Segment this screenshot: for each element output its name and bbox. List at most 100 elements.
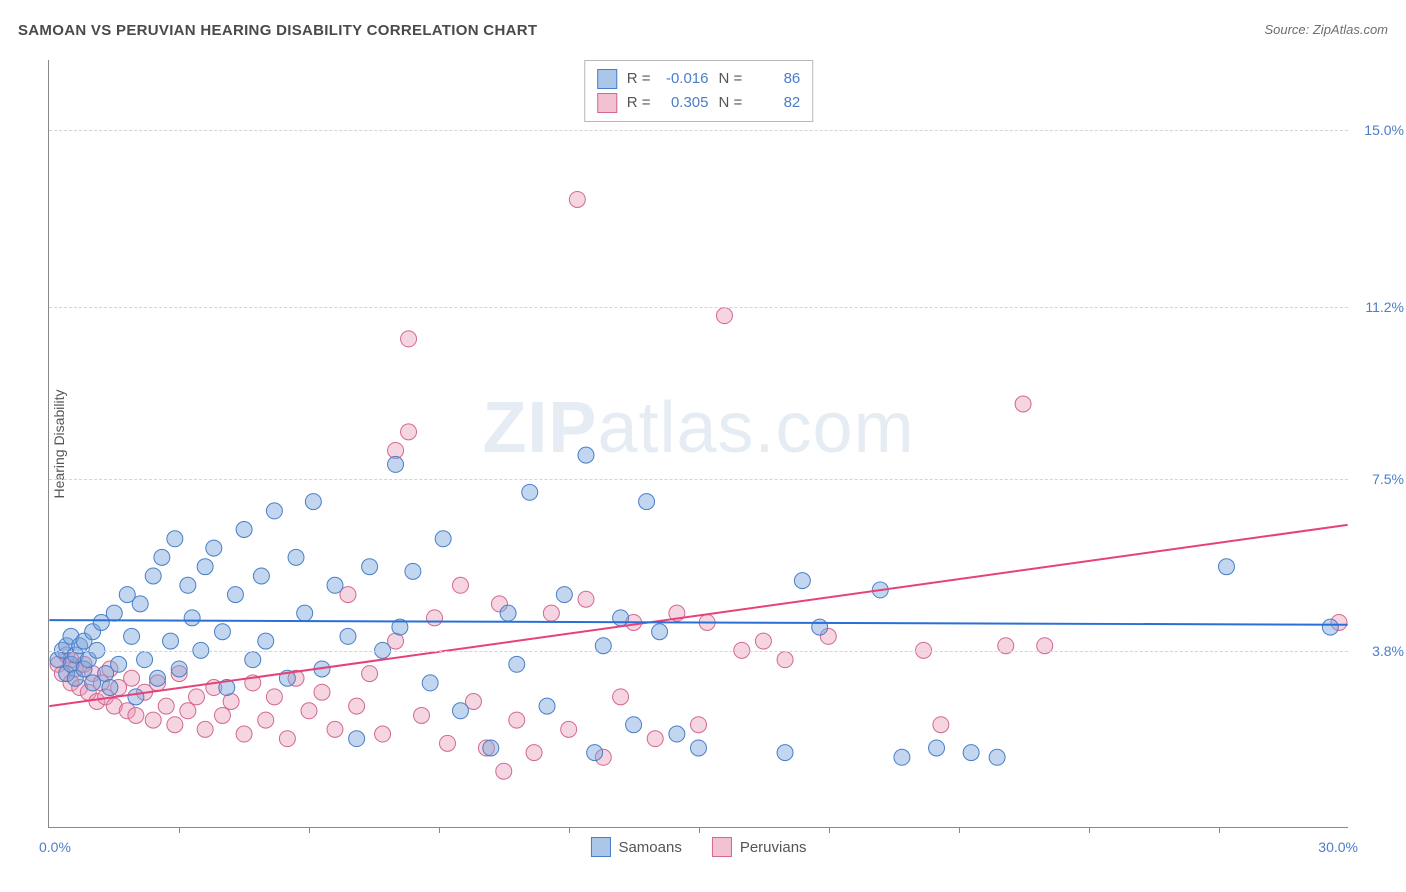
point-peruvians (266, 689, 282, 705)
point-samoans (989, 749, 1005, 765)
point-samoans (102, 680, 118, 696)
point-samoans (777, 745, 793, 761)
point-samoans (206, 540, 222, 556)
legend-item-samoans: Samoans (590, 837, 681, 857)
y-tick-label: 3.8% (1354, 643, 1404, 659)
point-samoans (128, 689, 144, 705)
point-peruvians (496, 763, 512, 779)
point-peruvians (188, 689, 204, 705)
point-peruvians (777, 652, 793, 668)
point-samoans (288, 549, 304, 565)
point-samoans (405, 563, 421, 579)
point-samoans (227, 587, 243, 603)
point-samoans (236, 522, 252, 538)
point-samoans (626, 717, 642, 733)
point-peruvians (755, 633, 771, 649)
x-min-label: 0.0% (39, 839, 71, 855)
point-peruvians (314, 684, 330, 700)
source-label: Source: ZipAtlas.com (1264, 22, 1388, 37)
point-peruvians (128, 707, 144, 723)
point-samoans (613, 610, 629, 626)
y-tick-label: 11.2% (1354, 299, 1404, 315)
point-peruvians (414, 707, 430, 723)
point-samoans (132, 596, 148, 612)
y-tick-label: 7.5% (1354, 471, 1404, 487)
point-samoans (184, 610, 200, 626)
trend-line-peruvians (49, 525, 1347, 706)
point-samoans (327, 577, 343, 593)
chart-title: SAMOAN VS PERUVIAN HEARING DISABILITY CO… (18, 22, 537, 39)
x-tick (959, 827, 960, 833)
point-samoans (578, 447, 594, 463)
point-samoans (150, 670, 166, 686)
point-peruvians (301, 703, 317, 719)
x-tick (309, 827, 310, 833)
point-peruvians (236, 726, 252, 742)
point-peruvians (691, 717, 707, 733)
swatch-samoans (597, 69, 617, 89)
point-peruvians (561, 721, 577, 737)
point-peruvians (543, 605, 559, 621)
point-peruvians (509, 712, 525, 728)
point-samoans (137, 652, 153, 668)
legend-stats-row-peruvians: R = 0.305 N = 82 (597, 91, 801, 115)
stat-r-label-2: R = (627, 91, 651, 115)
point-samoans (556, 587, 572, 603)
stat-n-label-1: N = (719, 67, 743, 91)
point-samoans (539, 698, 555, 714)
swatch-samoans-2 (590, 837, 610, 857)
point-samoans (297, 605, 313, 621)
point-samoans (435, 531, 451, 547)
point-peruvians (349, 698, 365, 714)
point-peruvians (258, 712, 274, 728)
point-samoans (145, 568, 161, 584)
point-samoans (266, 503, 282, 519)
point-samoans (245, 652, 261, 668)
point-peruvians (716, 308, 732, 324)
point-samoans (180, 577, 196, 593)
swatch-peruvians (597, 93, 617, 113)
stat-r-value-1: -0.016 (661, 67, 709, 91)
point-samoans (305, 494, 321, 510)
point-peruvians (578, 591, 594, 607)
point-samoans (422, 675, 438, 691)
legend-series: Samoans Peruvians (590, 837, 806, 857)
x-tick (1089, 827, 1090, 833)
point-samoans (509, 656, 525, 672)
x-tick (829, 827, 830, 833)
point-samoans (163, 633, 179, 649)
legend-label-samoans: Samoans (618, 839, 681, 856)
point-samoans (1218, 559, 1234, 575)
point-samoans (639, 494, 655, 510)
point-samoans (1322, 619, 1338, 635)
x-tick (1219, 827, 1220, 833)
x-max-label: 30.0% (1318, 839, 1358, 855)
point-samoans (340, 628, 356, 644)
point-samoans (894, 749, 910, 765)
point-peruvians (1015, 396, 1031, 412)
legend-stats-row-samoans: R = -0.016 N = 86 (597, 67, 801, 91)
x-tick (569, 827, 570, 833)
point-peruvians (452, 577, 468, 593)
point-peruvians (401, 424, 417, 440)
x-tick (179, 827, 180, 833)
point-samoans (124, 628, 140, 644)
point-peruvians (526, 745, 542, 761)
point-peruvians (647, 731, 663, 747)
legend-item-peruvians: Peruvians (712, 837, 807, 857)
stat-r-value-2: 0.305 (661, 91, 709, 115)
point-peruvians (327, 721, 343, 737)
point-peruvians (933, 717, 949, 733)
point-peruvians (180, 703, 196, 719)
point-peruvians (167, 717, 183, 733)
point-samoans (197, 559, 213, 575)
point-samoans (652, 624, 668, 640)
point-samoans (388, 456, 404, 472)
point-peruvians (124, 670, 140, 686)
y-tick-label: 15.0% (1354, 122, 1404, 138)
stat-n-value-2: 82 (752, 91, 800, 115)
point-samoans (167, 531, 183, 547)
point-samoans (483, 740, 499, 756)
x-tick (439, 827, 440, 833)
point-peruvians (214, 707, 230, 723)
